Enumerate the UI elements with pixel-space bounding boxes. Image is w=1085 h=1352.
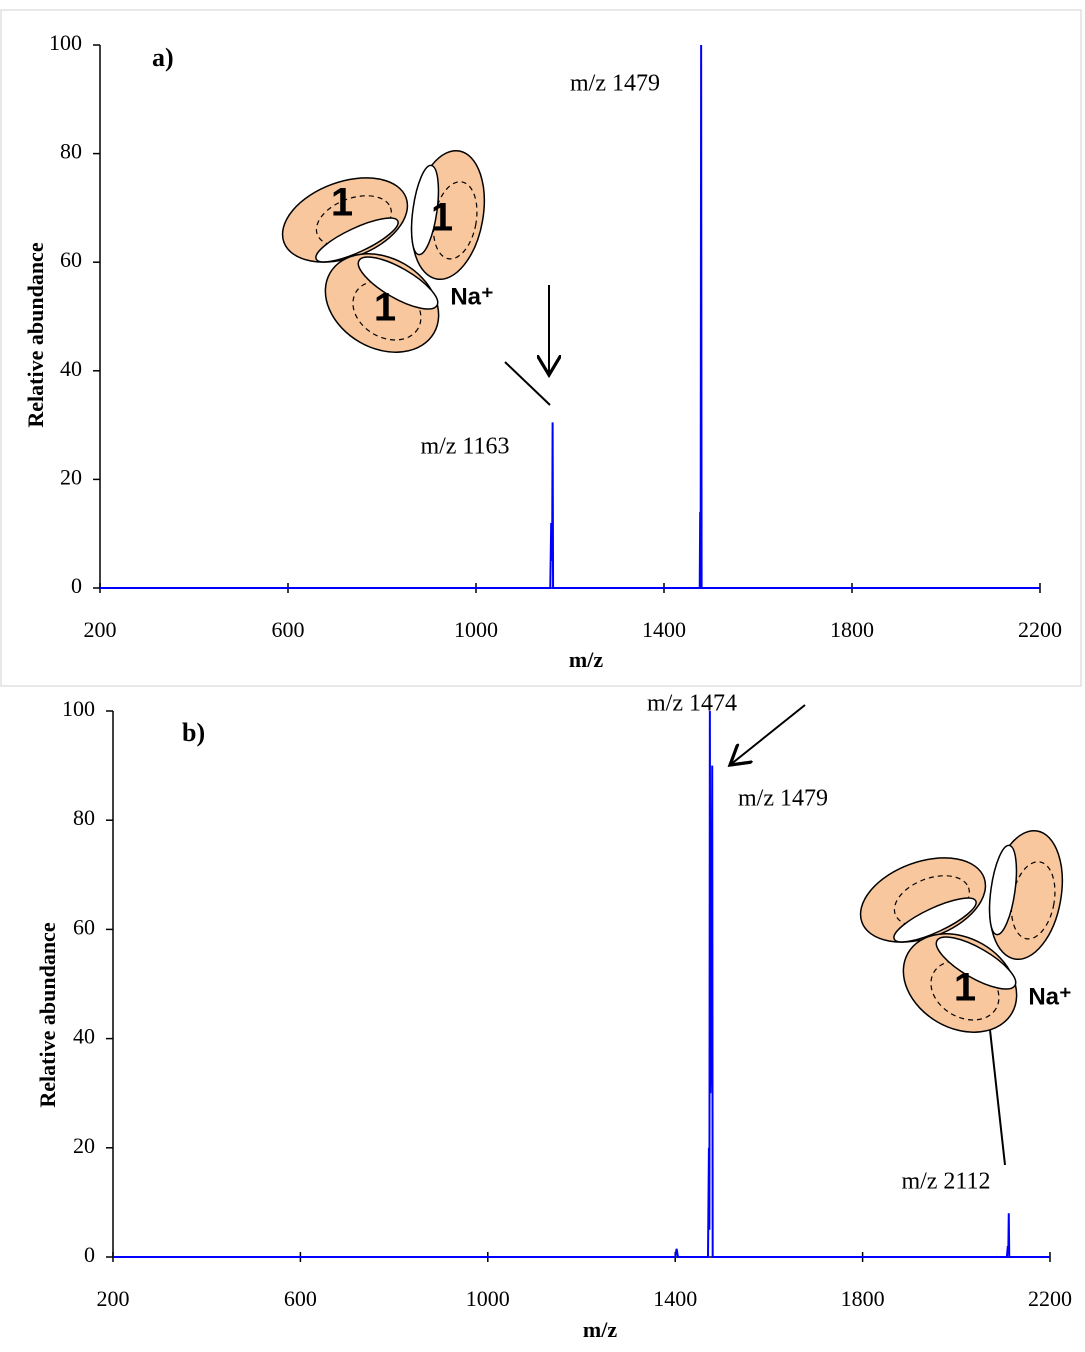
x-tick-label: 200 — [84, 617, 117, 642]
cavity — [893, 897, 977, 943]
ion-label: Na⁺ — [1028, 983, 1071, 1010]
peak-annotation: m/z 1163 — [420, 434, 509, 460]
peak-annotation: m/z 2112 — [901, 1169, 990, 1195]
x-tick-label: 1000 — [454, 617, 498, 642]
panel-label: a) — [152, 43, 174, 72]
unit-label: 1 — [374, 286, 396, 330]
cavity — [357, 256, 439, 310]
pointer-arrow — [730, 704, 806, 765]
x-tick-label: 600 — [284, 1286, 317, 1311]
peak-annotation: m/z 1479 — [570, 71, 660, 97]
y-tick-label: 80 — [60, 139, 82, 164]
y-tick-label: 100 — [62, 696, 95, 721]
cavity — [315, 217, 399, 263]
x-tick-label: 200 — [97, 1286, 130, 1311]
molecule-diagram — [281, 149, 486, 353]
x-tick-label: 2200 — [1018, 617, 1062, 642]
cavity — [935, 936, 1017, 990]
y-tick-label: 0 — [71, 573, 82, 598]
y-tick-label: 40 — [60, 356, 82, 381]
leader-line — [504, 361, 551, 406]
x-axis-title: m/z — [583, 1317, 617, 1342]
unit-label: 1 — [954, 966, 976, 1010]
y-tick-label: 60 — [73, 914, 95, 939]
y-axis-title: Relative abundance — [35, 922, 60, 1107]
x-tick-label: 1000 — [466, 1286, 510, 1311]
subunit-dash — [1010, 861, 1056, 940]
x-tick-label: 1800 — [830, 617, 874, 642]
panel-label: b) — [182, 718, 205, 747]
subunit-dash — [432, 181, 478, 260]
y-tick-label: 60 — [60, 247, 82, 272]
x-tick-label: 2200 — [1028, 1286, 1072, 1311]
peak-annotation: m/z 1474 — [647, 691, 737, 717]
spectrum — [100, 44, 1040, 589]
y-tick-label: 40 — [73, 1024, 95, 1049]
x-tick-label: 1400 — [642, 617, 686, 642]
spectrum — [113, 710, 1050, 1258]
panel-frame — [0, 9, 1082, 687]
molecule-diagram — [859, 829, 1064, 1033]
x-tick-label: 600 — [272, 617, 305, 642]
y-axis-title: Relative abundance — [23, 242, 48, 427]
y-tick-label: 20 — [60, 464, 82, 489]
x-tick-label: 1800 — [841, 1286, 885, 1311]
y-tick-label: 0 — [84, 1242, 95, 1267]
x-axis-title: m/z — [569, 647, 603, 672]
cavity — [410, 164, 440, 256]
ion-label: Na⁺ — [450, 283, 493, 310]
y-tick-label: 80 — [73, 805, 95, 830]
x-tick-label: 1400 — [653, 1286, 697, 1311]
cavity — [988, 844, 1018, 936]
unit-label: 1 — [331, 181, 353, 225]
unit-label: 1 — [431, 196, 453, 240]
y-tick-label: 20 — [73, 1133, 95, 1158]
y-tick-label: 100 — [49, 30, 82, 55]
peak-annotation: m/z 1479 — [738, 786, 828, 812]
leader-line — [989, 1029, 1006, 1166]
